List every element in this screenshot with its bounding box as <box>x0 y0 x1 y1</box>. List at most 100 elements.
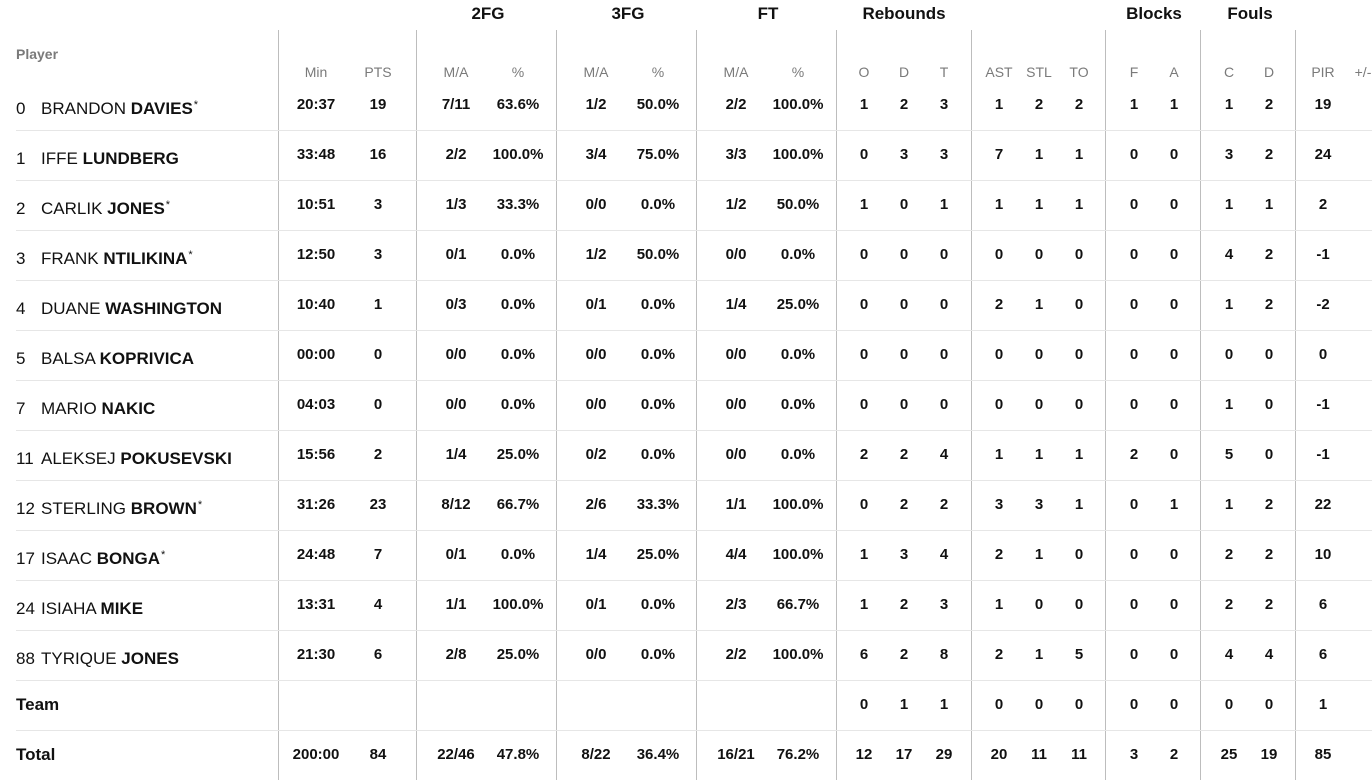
cell-reb-t: 0 <box>939 296 949 313</box>
cell-pts: 23 <box>369 496 387 513</box>
player-number: 12 <box>16 499 35 518</box>
cell-reb-o: 0 <box>859 696 869 713</box>
row-divider <box>16 330 1372 331</box>
cell-stl: 0 <box>1034 346 1044 363</box>
cell-threefg-ma: 0/0 <box>585 196 607 213</box>
cell-blk-a: 1 <box>1169 496 1179 513</box>
cell-pts: 3 <box>373 196 383 213</box>
player-name-cell[interactable]: 24 ISIAHA MIKE <box>16 580 144 630</box>
cell-ft-ma: 2/2 <box>725 96 747 113</box>
cell-ft-ma: 0/0 <box>725 346 747 363</box>
column-header-stl: STL <box>1026 64 1052 80</box>
cell-twofg-ma: 22/46 <box>437 746 475 763</box>
player-row[interactable]: 17 ISAAC BONGA* 24:48 7 0/1 0.0% 1/4 25.0% 4/4 10… <box>0 530 1372 580</box>
cell-reb-d: 2 <box>899 646 909 663</box>
player-last-name: POKUSEVSKI <box>120 449 232 468</box>
cell-twofg-pct: 100.0% <box>492 596 544 613</box>
cell-foul-c: 3 <box>1224 146 1234 163</box>
cell-pir: 6 <box>1318 646 1328 663</box>
player-row[interactable]: 11 ALEKSEJ POKUSEVSKI 15:56 2 1/4 25.0% 0/2 0.0… <box>0 430 1372 480</box>
player-row[interactable]: 12 STERLING BROWN* 31:26 23 8/12 66.7% 2/6 33.3… <box>0 480 1372 530</box>
cell-ft-ma: 0/0 <box>725 396 747 413</box>
player-row[interactable]: 4 DUANE WASHINGTON 10:40 1 0/3 0.0% 0/1 0.0% 1/4… <box>0 280 1372 330</box>
player-row[interactable]: 5 BALSA KOPRIVICA 00:00 0 0/0 0.0% 0/0 0.0% 0/0 0… <box>0 330 1372 380</box>
cell-ast: 1 <box>994 96 1004 113</box>
column-header-ft-pct: % <box>791 64 805 80</box>
cell-ft-pct: 50.0% <box>776 196 820 213</box>
player-name-cell[interactable]: 11 ALEKSEJ POKUSEVSKI <box>16 430 233 480</box>
cell-to: 0 <box>1074 546 1084 563</box>
cell-threefg-pct: 50.0% <box>636 246 680 263</box>
cell-foul-c: 2 <box>1224 546 1234 563</box>
player-name-cell[interactable]: 12 STERLING BROWN* <box>16 480 202 530</box>
cell-threefg-ma: 1/4 <box>585 546 607 563</box>
player-name-cell[interactable]: 5 BALSA KOPRIVICA <box>16 330 195 380</box>
player-name-cell[interactable]: 17 ISAAC BONGA* <box>16 530 165 580</box>
player-number: 3 <box>16 249 26 268</box>
cell-reb-d: 0 <box>899 296 909 313</box>
cell-pir: -1 <box>1316 396 1330 413</box>
cell-pir: 0 <box>1318 346 1328 363</box>
cell-twofg-ma: 2/8 <box>445 646 467 663</box>
cell-threefg-ma: 0/1 <box>585 596 607 613</box>
player-name-cell[interactable]: 88 TYRIQUE JONES <box>16 630 180 680</box>
cell-threefg-pct: 25.0% <box>636 546 680 563</box>
player-row[interactable]: 3 FRANK NTILIKINA* 12:50 3 0/1 0.0% 1/2 50.0% 0/… <box>0 230 1372 280</box>
row-divider <box>16 730 1372 731</box>
cell-reb-t: 4 <box>939 446 949 463</box>
cell-stl: 1 <box>1034 196 1044 213</box>
cell-blk-a: 0 <box>1169 146 1179 163</box>
cell-foul-c: 0 <box>1224 696 1234 713</box>
player-row[interactable]: 88 TYRIQUE JONES 21:30 6 2/8 25.0% 0/0 0.0% 2/2 1… <box>0 630 1372 680</box>
cell-pts: 6 <box>373 646 383 663</box>
total-row: Total 200:00 84 22/46 47.8% 8/22 36.4% 16/21 76.… <box>0 730 1372 780</box>
player-name-cell[interactable]: 1 IFFE LUNDBERG <box>16 130 180 180</box>
column-divider <box>971 30 972 780</box>
starter-marker: * <box>197 499 203 511</box>
player-row[interactable]: 0 BRANDON DAVIES* 20:37 19 7/11 63.6% 1/2 50.0%… <box>0 80 1372 130</box>
player-row[interactable]: 1 IFFE LUNDBERG 33:48 16 2/2 100.0% 3/4 75.0% 3/… <box>0 130 1372 180</box>
cell-ft-ma: 1/1 <box>725 496 747 513</box>
cell-twofg-pct: 66.7% <box>496 496 540 513</box>
cell-min: 10:51 <box>296 196 336 213</box>
group-header-2fg: 2FG <box>471 4 505 23</box>
cell-min: 15:56 <box>296 446 336 463</box>
cell-twofg-ma: 2/2 <box>445 146 467 163</box>
cell-to: 1 <box>1074 196 1084 213</box>
column-header-threefg-pct: % <box>651 64 665 80</box>
cell-blk-a: 0 <box>1169 696 1179 713</box>
cell-reb-d: 1 <box>899 696 909 713</box>
cell-ast: 20 <box>990 746 1008 763</box>
cell-reb-o: 1 <box>859 596 869 613</box>
cell-foul-c: 0 <box>1224 346 1234 363</box>
player-name-cell[interactable]: 2 CARLIK JONES* <box>16 180 170 230</box>
player-row[interactable]: 2 CARLIK JONES* 10:51 3 1/3 33.3% 0/0 0.0% 1/2 50… <box>0 180 1372 230</box>
cell-pts: 4 <box>373 596 383 613</box>
cell-reb-o: 12 <box>855 746 873 763</box>
player-name-cell[interactable]: 3 FRANK NTILIKINA* <box>16 230 193 280</box>
cell-reb-t: 1 <box>939 696 949 713</box>
cell-blk-f: 2 <box>1129 446 1139 463</box>
group-header-3fg: 3FG <box>611 4 645 23</box>
player-name-cell[interactable]: 7 MARIO NAKIC <box>16 380 156 430</box>
column-header-foul-c: C <box>1223 64 1235 80</box>
player-number: 7 <box>16 399 26 418</box>
column-header-to: TO <box>1069 64 1089 80</box>
player-name-cell[interactable]: 4 DUANE WASHINGTON <box>16 280 223 330</box>
player-row[interactable]: 7 MARIO NAKIC 04:03 0 0/0 0.0% 0/0 0.0% 0/0 0.0% 0… <box>0 380 1372 430</box>
cell-foul-c: 1 <box>1224 496 1234 513</box>
cell-blk-a: 0 <box>1169 646 1179 663</box>
cell-to: 1 <box>1074 446 1084 463</box>
cell-pir: -2 <box>1316 296 1330 313</box>
cell-stl: 1 <box>1034 546 1044 563</box>
cell-blk-a: 0 <box>1169 546 1179 563</box>
cell-reb-o: 0 <box>859 496 869 513</box>
cell-reb-t: 1 <box>939 196 949 213</box>
cell-stl: 0 <box>1034 596 1044 613</box>
cell-threefg-ma: 0/0 <box>585 396 607 413</box>
cell-pir: 1 <box>1318 696 1328 713</box>
player-last-name: DAVIES <box>130 99 193 118</box>
cell-blk-f: 0 <box>1129 546 1139 563</box>
player-name-cell[interactable]: 0 BRANDON DAVIES* <box>16 80 198 130</box>
player-row[interactable]: 24 ISIAHA MIKE 13:31 4 1/1 100.0% 0/1 0.0% 2/3 66… <box>0 580 1372 630</box>
